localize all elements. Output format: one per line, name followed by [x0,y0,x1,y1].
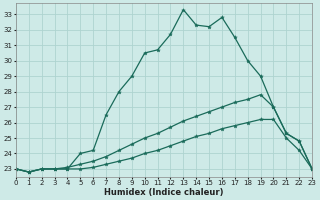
X-axis label: Humidex (Indice chaleur): Humidex (Indice chaleur) [104,188,224,197]
